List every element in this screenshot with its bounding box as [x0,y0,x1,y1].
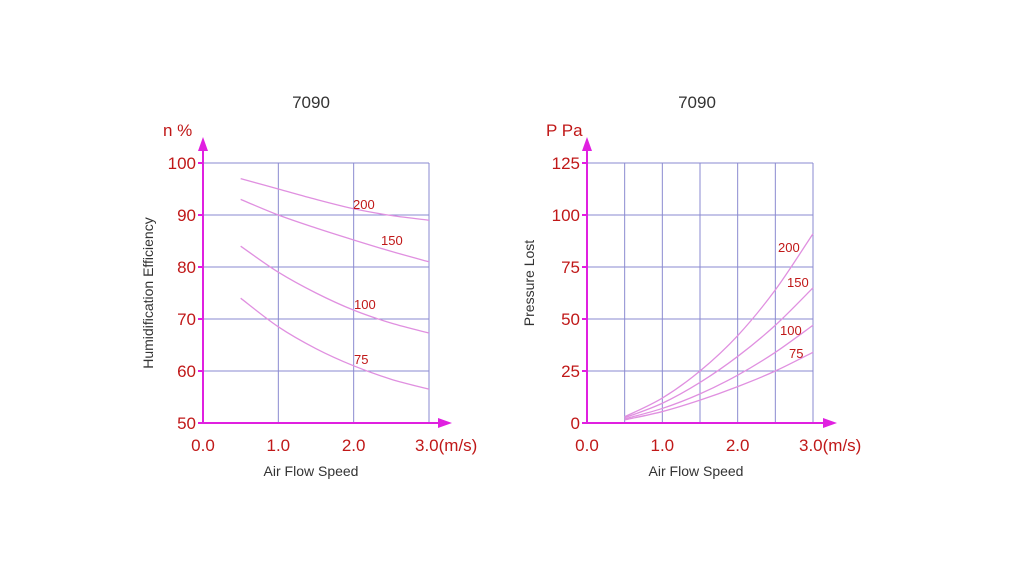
series-label-100: 100 [354,297,376,312]
chart-2: 0 25 50 75 100 125 0.0 1.0 2.0 3.0(m/s) 7090 P Pa Pr… [521,93,861,479]
series-label-200: 200 [353,197,375,212]
y-axis-arrow [582,137,592,151]
x-tick-label: 0.0 [191,436,215,455]
series-line-75 [240,297,430,390]
y-unit-label: n % [163,121,192,140]
y-tick-label: 25 [561,362,580,381]
y-tick-label: 50 [561,310,580,329]
y-tick-label: 100 [552,206,580,225]
series-label-150: 150 [787,275,809,290]
x-tick-label: 1.0 [651,436,675,455]
series-line-150 [240,198,430,263]
y-tick-label: 75 [561,258,580,277]
x-axis-arrow [438,418,452,428]
y-axis-label: Humidification Efficiency [140,217,156,368]
chart-1: 50 60 70 80 90 100 0.0 1.0 2.0 3.0(m/s) 7090 n % Hum… [140,93,477,479]
series-line-200 [240,177,430,221]
y-tick-label: 125 [552,154,580,173]
series-line-100 [624,324,814,420]
y-tick-label: 100 [168,154,196,173]
x-tick-label: 3.0(m/s) [415,436,477,455]
series-line-200 [624,233,814,418]
series-label-75: 75 [354,352,368,367]
x-tick-label: 2.0 [342,436,366,455]
x-axis-label: Air Flow Speed [264,463,359,479]
y-tick-label: 0 [571,414,580,433]
series-label-150: 150 [381,233,403,248]
y-axis-label: Pressure Lost [521,240,537,326]
y-tick-label: 90 [177,206,196,225]
y-tick-label: 80 [177,258,196,277]
x-axis-arrow [823,418,837,428]
x-axis-label: Air Flow Speed [649,463,744,479]
y-axis-arrow [198,137,208,151]
series-line-100 [240,245,430,334]
chart-title: 7090 [678,93,716,112]
x-tick-label: 1.0 [267,436,291,455]
series-label-100: 100 [780,323,802,338]
x-tick-label: 2.0 [726,436,750,455]
series-line-150 [624,287,814,419]
y-tick-label: 60 [177,362,196,381]
x-tick-label: 3.0(m/s) [799,436,861,455]
y-tick-label: 70 [177,310,196,329]
series-label-200: 200 [778,240,800,255]
chart-title: 7090 [292,93,330,112]
series-line-75 [624,351,814,421]
series-label-75: 75 [789,346,803,361]
y-tick-label: 50 [177,414,196,433]
y-unit-label: P Pa [546,121,583,140]
x-tick-label: 0.0 [575,436,599,455]
